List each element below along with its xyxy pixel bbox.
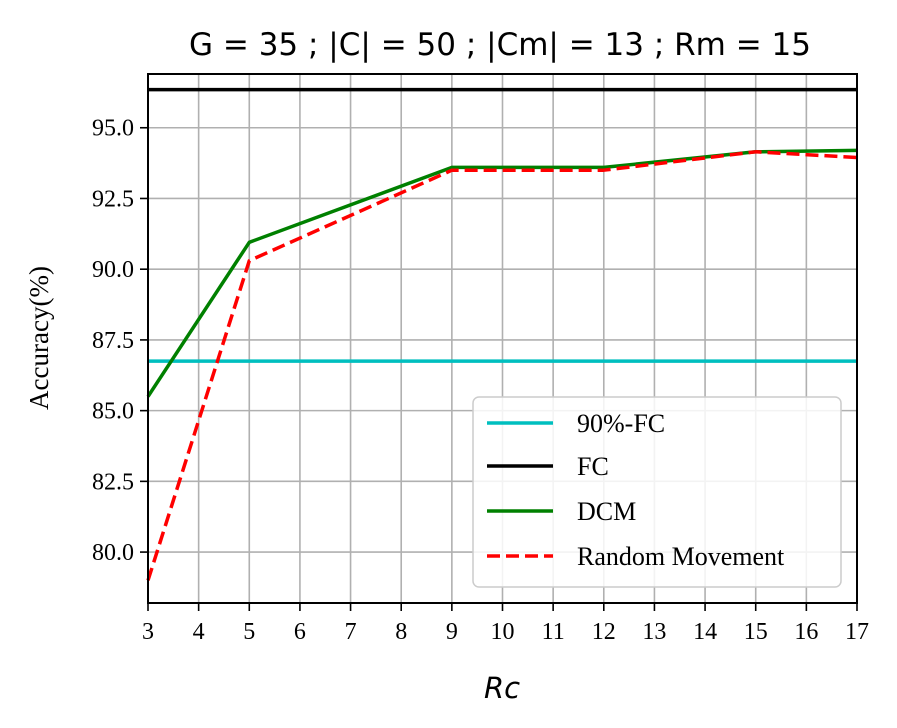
x-tick-label: 3 (142, 619, 154, 645)
x-tick-label: 9 (446, 619, 458, 645)
legend-label: Random Movement (577, 542, 785, 571)
legend-label: 90%-FC (577, 409, 665, 438)
x-tick-label: 17 (845, 619, 869, 645)
x-tick-label: 16 (794, 619, 818, 645)
y-tick-label: 87.5 (92, 328, 134, 354)
y-axis-label: Accuracy(%) (24, 266, 54, 410)
legend-label: DCM (577, 497, 636, 526)
y-tick-label: 92.5 (92, 186, 134, 212)
x-tick-label: 7 (345, 619, 357, 645)
x-tick-label: 10 (491, 619, 515, 645)
x-tick-label: 8 (395, 619, 407, 645)
series-line-random-movement (146, 150, 858, 581)
x-axis-label: Rc (484, 671, 520, 705)
series-lines (146, 87, 858, 581)
legend: 90%-FC FC DCM Random Movement (472, 396, 842, 588)
x-ticks: 3 4 5 6 7 8 9 10 11 12 13 14 15 16 17 (142, 603, 869, 645)
y-ticks: 80.0 82.5 85.0 87.5 90.0 92.5 95.0 (92, 116, 148, 566)
y-tick-label: 90.0 (92, 257, 134, 283)
x-tick-label: 14 (693, 619, 717, 645)
x-tick-label: 4 (193, 619, 205, 645)
y-tick-label: 85.0 (92, 399, 134, 425)
y-tick-label: 80.0 (92, 540, 134, 566)
y-tick-label: 95.0 (92, 116, 134, 142)
x-tick-label: 5 (243, 619, 255, 645)
x-tick-label: 6 (294, 619, 306, 645)
x-tick-label: 11 (542, 619, 565, 645)
legend-box (472, 396, 842, 588)
x-tick-label: 13 (642, 619, 666, 645)
legend-label: FC (577, 452, 609, 481)
x-tick-label: 12 (592, 619, 616, 645)
chart-title: G = 35 ; |C| = 50 ; |Cm| = 13 ; Rm = 15 (189, 27, 811, 63)
x-tick-label: 15 (744, 619, 768, 645)
y-tick-label: 82.5 (92, 469, 134, 495)
